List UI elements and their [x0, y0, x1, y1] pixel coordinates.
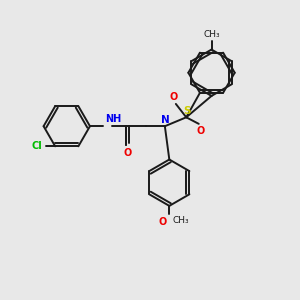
Text: N: N — [161, 115, 170, 125]
Text: O: O — [159, 217, 167, 226]
Text: S: S — [183, 106, 191, 116]
Text: Cl: Cl — [32, 141, 43, 151]
Text: O: O — [123, 148, 131, 158]
Text: CH₃: CH₃ — [172, 216, 189, 225]
Text: NH: NH — [105, 114, 121, 124]
Text: CH₃: CH₃ — [203, 30, 220, 39]
Text: O: O — [170, 92, 178, 102]
Text: O: O — [197, 126, 205, 136]
